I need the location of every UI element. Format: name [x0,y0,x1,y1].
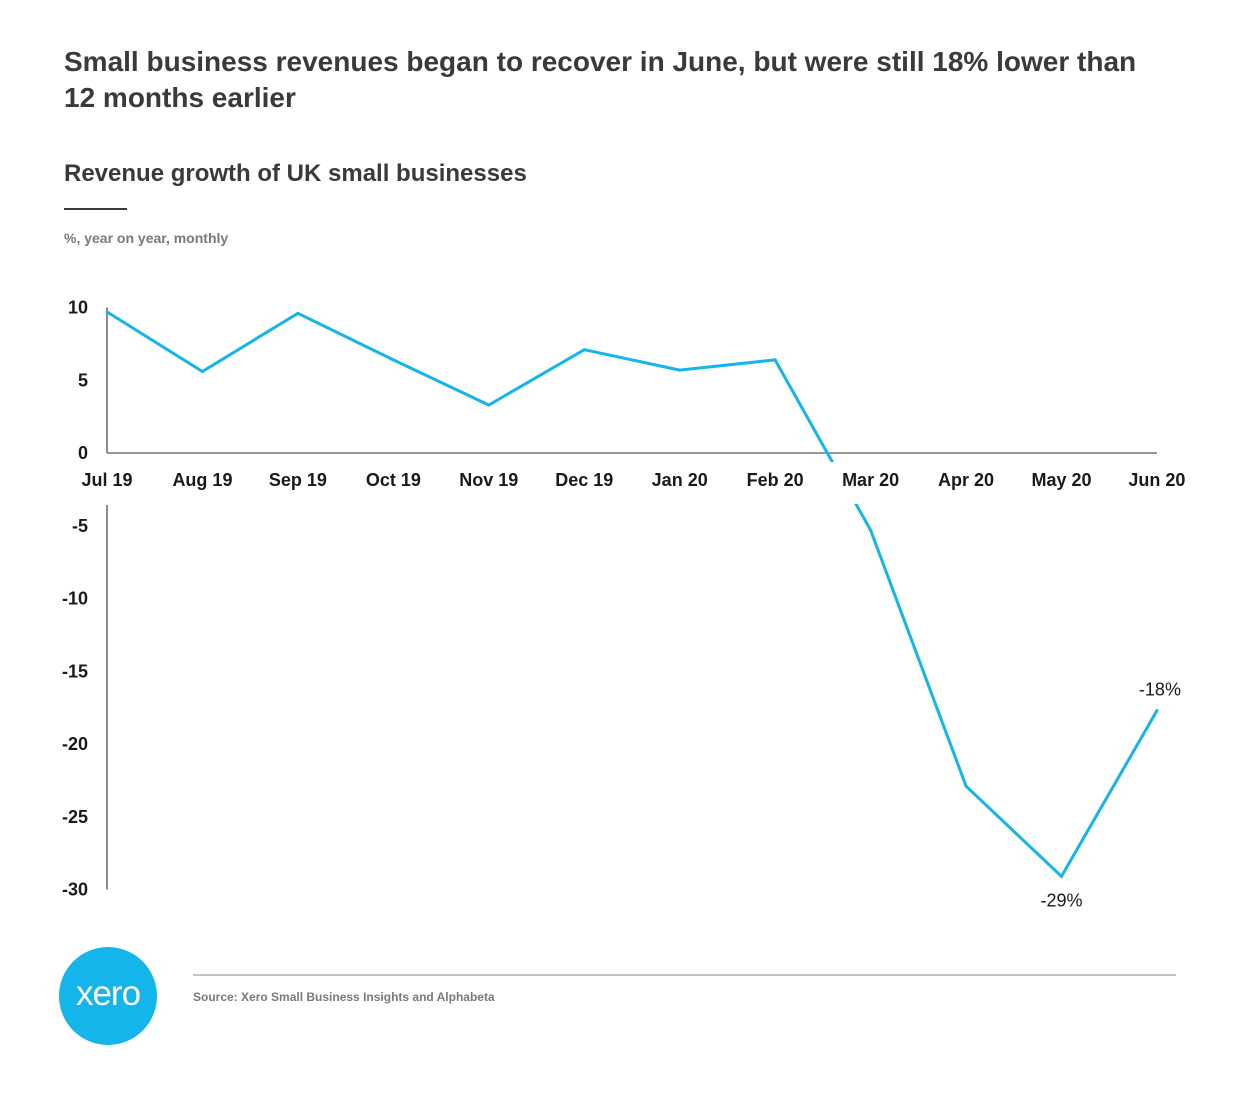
x-tick-label: Oct 19 [366,470,421,490]
data-point [773,358,777,362]
data-point [391,358,395,362]
data-point [105,310,109,314]
y-tick-label: 10 [68,298,88,318]
series-line [106,310,1159,879]
data-point [678,368,682,372]
xero-logo: xero [59,947,157,1045]
data-point [1060,874,1063,878]
chart-axes [106,307,1157,890]
chart-labels: 10 5 0 -5 -10 -15 -20 -25 -30 Jul 19 Aug 19 Sep 19 O… [62,298,1185,911]
x-tick-label: Mar 20 [842,470,899,490]
line-chart: 10 5 0 -5 -10 -15 -20 -25 -30 Jul 19 Aug 19 Sep 19 O… [0,297,1241,911]
data-point [582,348,586,352]
chart-series-layer [0,310,1241,879]
y-tick-label: -10 [62,589,88,609]
data-point [964,784,968,788]
y-tick-label: -25 [62,807,88,827]
footer-divider [193,974,1176,976]
x-tick-label: May 20 [1031,470,1091,490]
x-tick-label: Apr 20 [938,470,994,490]
data-point [296,311,300,315]
x-tick-label: Dec 19 [555,470,613,490]
data-point [487,403,491,407]
y-tick-label: 0 [78,443,88,463]
chart-title: Revenue growth of UK small businesses [64,160,527,187]
x-tick-label: Aug 19 [172,470,232,490]
x-label-band [0,462,1241,504]
data-point [869,528,873,532]
logo-wordmark: xero [75,974,141,1013]
source-note: Source: Xero Small Business Insights and… [193,990,495,1004]
y-tick-label: 5 [78,370,88,390]
x-tick-label: Jul 19 [81,470,132,490]
y-tick-label: -15 [62,661,88,681]
title-divider [64,208,127,210]
chart-headline: Small business revenues began to recover… [64,46,1137,113]
x-tick-label: Sep 19 [269,470,327,490]
chart-units-label: %, year on year, monthly [64,230,229,246]
y-tick-label: -30 [62,880,88,900]
data-label: -29% [1040,890,1082,910]
x-tick-label: Nov 19 [459,470,518,490]
data-point [1155,709,1159,713]
x-tick-label: Jan 20 [652,470,708,490]
data-label: -18% [1139,680,1181,700]
y-tick-label: -20 [62,734,88,754]
data-point [200,370,204,374]
y-tick-label: -5 [72,516,88,536]
x-tick-label: Feb 20 [747,470,804,490]
x-tick-label: Jun 20 [1128,470,1185,490]
